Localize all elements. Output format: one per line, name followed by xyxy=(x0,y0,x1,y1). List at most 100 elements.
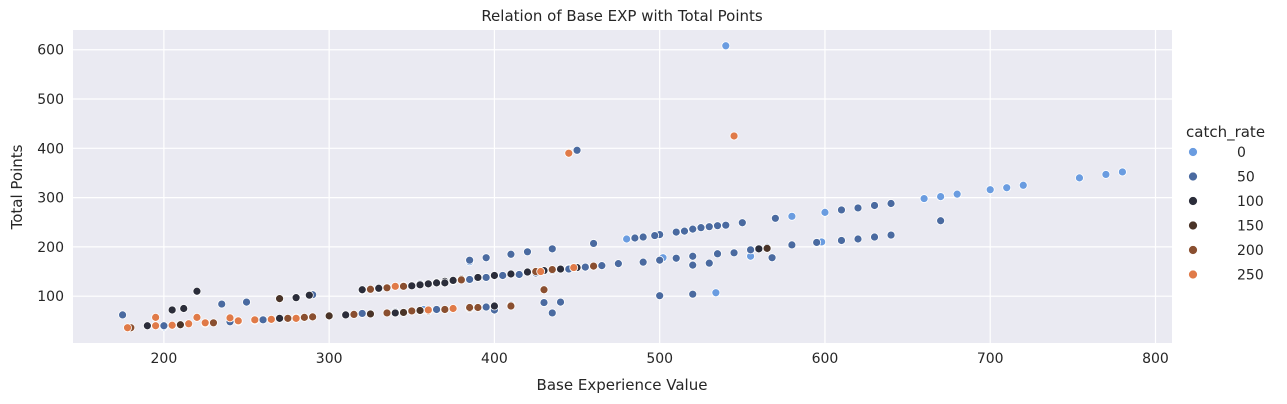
data-point-catch-rate-50 xyxy=(630,233,640,243)
data-point-catch-rate-200 xyxy=(366,284,375,294)
data-point-catch-rate-100 xyxy=(754,244,764,254)
legend-marker xyxy=(1188,196,1198,206)
x-tick-labels: 200 300 400 500 600 700 800 xyxy=(151,351,1169,367)
data-point-catch-rate-100 xyxy=(473,273,483,282)
data-point-catch-rate-0 xyxy=(952,189,962,199)
data-point-catch-rate-50 xyxy=(870,201,879,210)
data-point-catch-rate-100 xyxy=(167,305,177,315)
data-point-catch-rate-50 xyxy=(506,249,516,259)
x-tick-label: 500 xyxy=(646,351,673,367)
data-point-catch-rate-150 xyxy=(762,243,772,253)
legend-label: 200 xyxy=(1237,243,1264,259)
data-point-catch-rate-250 xyxy=(291,313,301,323)
data-point-catch-rate-50 xyxy=(853,234,863,244)
data-point-catch-rate-50 xyxy=(159,321,169,331)
data-point-catch-rate-0 xyxy=(1075,173,1084,183)
data-point-catch-rate-50 xyxy=(258,315,268,325)
data-point-catch-rate-50 xyxy=(547,244,557,254)
data-point-catch-rate-250 xyxy=(250,315,260,325)
data-point-catch-rate-50 xyxy=(680,226,689,236)
data-point-catch-rate-50 xyxy=(650,231,660,240)
data-point-catch-rate-50 xyxy=(713,221,722,231)
data-point-catch-rate-100 xyxy=(179,304,189,313)
data-point-catch-rate-50 xyxy=(523,247,532,257)
data-point-catch-rate-200 xyxy=(407,306,417,316)
data-point-catch-rate-50 xyxy=(671,227,681,237)
legend-label: 100 xyxy=(1237,194,1264,210)
y-axis-title: Total Points xyxy=(8,144,26,230)
data-point-catch-rate-100 xyxy=(304,290,314,300)
data-point-catch-rate-50 xyxy=(613,259,623,269)
data-point-catch-rate-100 xyxy=(374,283,384,293)
data-point-catch-rate-0 xyxy=(1002,183,1012,193)
data-point-catch-rate-0 xyxy=(711,288,721,298)
data-point-catch-rate-50 xyxy=(696,223,706,233)
data-point-catch-rate-250 xyxy=(569,263,579,272)
data-point-catch-rate-50 xyxy=(655,291,665,301)
data-point-catch-rate-50 xyxy=(572,145,582,155)
data-point-catch-rate-50 xyxy=(514,270,524,279)
data-point-catch-rate-250 xyxy=(266,314,276,324)
data-point-catch-rate-200 xyxy=(473,303,483,312)
data-point-catch-rate-100 xyxy=(423,279,433,289)
data-point-catch-rate-50 xyxy=(770,213,780,223)
data-point-catch-rate-200 xyxy=(349,310,359,319)
data-point-catch-rate-150 xyxy=(324,311,334,321)
x-axis-title: Base Experience Value xyxy=(537,376,708,394)
legend-marker xyxy=(1188,147,1198,157)
y-tick-labels: 100 200 300 400 500 600 xyxy=(37,43,64,305)
data-point-catch-rate-250 xyxy=(564,148,574,158)
data-point-catch-rate-150 xyxy=(176,320,185,330)
data-point-catch-rate-200 xyxy=(299,312,309,322)
legend-marker xyxy=(1188,245,1198,255)
legend: catch_rate 0 50 100 150 200 250 xyxy=(1186,123,1265,284)
data-point-catch-rate-50 xyxy=(704,258,714,268)
data-point-catch-rate-0 xyxy=(919,194,929,203)
data-point-catch-rate-50 xyxy=(688,251,698,261)
data-point-catch-rate-50 xyxy=(746,245,755,255)
legend-marker xyxy=(1188,220,1198,231)
data-point-catch-rate-50 xyxy=(580,262,590,272)
data-point-catch-rate-100 xyxy=(556,264,565,274)
data-point-catch-rate-200 xyxy=(465,303,475,312)
x-tick-label: 600 xyxy=(812,351,839,367)
data-point-catch-rate-50 xyxy=(217,299,227,309)
data-point-catch-rate-100 xyxy=(192,286,202,296)
data-point-catch-rate-50 xyxy=(481,302,491,312)
data-point-catch-rate-0 xyxy=(1101,170,1111,179)
data-point-catch-rate-50 xyxy=(704,222,714,232)
data-point-catch-rate-50 xyxy=(671,253,681,263)
data-point-catch-rate-50 xyxy=(498,271,508,280)
data-point-catch-rate-150 xyxy=(415,306,425,315)
data-point-catch-rate-0 xyxy=(1018,180,1028,190)
data-point-catch-rate-250 xyxy=(225,313,235,323)
data-point-catch-rate-250 xyxy=(167,320,177,330)
data-point-catch-rate-250 xyxy=(729,131,739,141)
data-point-catch-rate-250 xyxy=(123,323,132,333)
data-point-catch-rate-0 xyxy=(936,192,946,202)
y-tick-label: 600 xyxy=(37,43,64,59)
legend-title: catch_rate xyxy=(1186,123,1265,142)
data-point-catch-rate-0 xyxy=(1118,167,1127,177)
data-point-catch-rate-200 xyxy=(456,275,466,285)
data-point-catch-rate-200 xyxy=(382,283,392,293)
data-point-catch-rate-200 xyxy=(209,318,218,328)
data-point-catch-rate-200 xyxy=(440,305,450,314)
data-point-catch-rate-50 xyxy=(547,308,557,318)
data-point-catch-rate-50 xyxy=(812,238,822,247)
data-point-catch-rate-0 xyxy=(820,207,830,217)
x-tick-label: 800 xyxy=(1142,351,1169,367)
data-point-catch-rate-50 xyxy=(539,298,549,307)
data-point-catch-rate-100 xyxy=(490,301,499,311)
data-point-catch-rate-50 xyxy=(638,232,648,242)
data-point-catch-rate-100 xyxy=(432,278,441,288)
data-point-catch-rate-250 xyxy=(192,312,202,322)
data-point-catch-rate-50 xyxy=(465,255,475,265)
data-point-catch-rate-100 xyxy=(291,293,301,303)
data-point-catch-rate-100 xyxy=(415,280,425,290)
data-point-catch-rate-50 xyxy=(481,273,491,282)
data-point-catch-rate-50 xyxy=(432,305,441,314)
data-point-catch-rate-50 xyxy=(886,199,896,208)
data-point-catch-rate-50 xyxy=(688,224,698,234)
